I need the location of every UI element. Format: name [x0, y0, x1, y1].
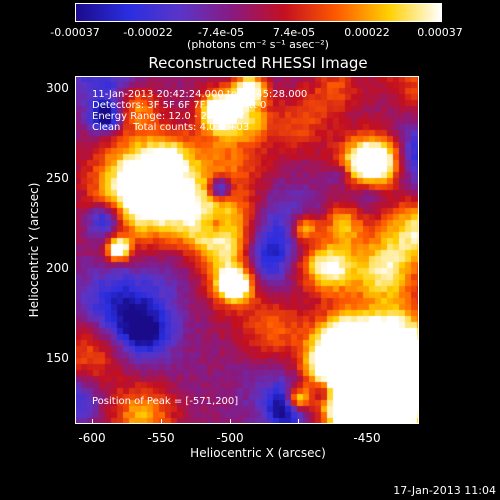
time-range-annotation: 11-Jan-2013 20:42:24.000 to 20:45:28.000: [92, 89, 308, 100]
colorbar-units: (photons cm⁻² s⁻¹ asec⁻²): [187, 38, 329, 51]
energy-range-annotation: Energy Range: 12.0 - 25.0 keV: [92, 111, 245, 122]
rhessi-image-map: [75, 76, 419, 424]
x-tick-label: -450: [353, 431, 381, 445]
x-tick-mark: [367, 419, 368, 424]
x-tick-mark: [161, 419, 162, 424]
colorbar: [75, 3, 442, 22]
colorbar-label: -7.4e-05: [197, 26, 245, 39]
x-tick-mark: [230, 419, 231, 424]
y-tick-label: 200: [46, 261, 69, 275]
detectors-annotation: Detectors: 3F 5F 6F 7F 8F 9F, Att 0: [92, 100, 267, 111]
y-tick-label: 300: [46, 81, 69, 95]
x-tick-mark: [298, 419, 299, 424]
colorbar-label: -0.00022: [123, 26, 173, 39]
y-axis-label: Heliocentric Y (arcsec): [27, 182, 41, 318]
timestamp: 17-Jan-2013 11:04: [393, 484, 496, 497]
colorbar-label: 0.00022: [344, 26, 390, 39]
colorbar-label: -0.00037: [50, 26, 100, 39]
x-tick-label: -550: [147, 431, 175, 445]
image-plot-area: 11-Jan-2013 20:42:24.000 to 20:45:28.000…: [75, 76, 419, 424]
x-tick-mark: [92, 419, 93, 424]
y-tick-label: 150: [46, 351, 69, 365]
peak-position-annotation: Position of Peak = [-571,200]: [92, 396, 239, 407]
colorbar-label: 0.00037: [417, 26, 463, 39]
y-tick-label: 250: [46, 171, 69, 185]
plot-title: Reconstructed RHESSI Image: [148, 54, 368, 72]
colorbar-label: 7.4e-05: [272, 26, 316, 39]
clean-counts-annotation: Clean Total counts: 4.03E+03: [92, 122, 250, 133]
x-axis-label: Heliocentric X (arcsec): [190, 446, 326, 460]
x-tick-label: -600: [78, 431, 106, 445]
x-tick-label: -500: [216, 431, 244, 445]
